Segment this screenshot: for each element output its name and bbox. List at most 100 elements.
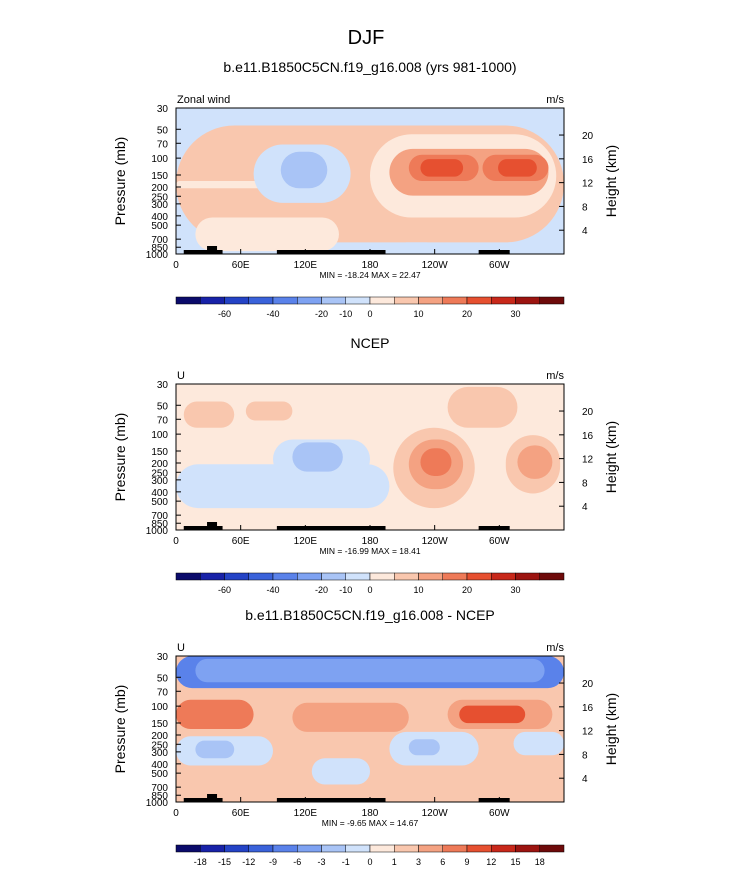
min-max-label: MIN = -16.99 MAX = 18.41 [319,546,420,556]
colorbar-box [175,844,201,853]
topography [478,798,510,802]
colorbar-box [175,296,201,305]
y-tick-label: 70 [157,415,169,426]
colorbar-box [442,844,468,853]
y-tick-label: 50 [157,401,169,412]
y-tick-label: 200 [151,459,168,470]
colorbar-label: 20 [462,585,472,595]
colorbar-label: -10 [339,309,352,319]
y2-axis-label: Height (km) [603,693,619,765]
colorbar-box [200,572,225,581]
colorbar-box [200,844,225,853]
colorbar-label: 15 [510,857,520,867]
y2-tick-label: 16 [582,155,594,166]
topography [276,250,386,254]
y-axis-label: Pressure (mb) [112,685,128,774]
y-tick-label: 250 [151,740,168,751]
colorbar-label: -18 [194,857,207,867]
colorbar-label: -40 [266,309,279,319]
chart-panel-1: b.e11.B1850C5CN.f19_g16.008 (yrs 981-100… [112,59,619,319]
colorbar-box [369,844,395,853]
y-tick-label: 1000 [146,798,169,809]
y2-tick-label: 20 [582,131,594,142]
x-tick-label: 120W [422,260,449,271]
colorbar-label: 30 [510,585,520,595]
colorbar-box [224,844,249,853]
y-tick-label: 30 [157,652,169,663]
y-tick-label: 300 [151,476,168,487]
colorbar-box [297,572,322,581]
colorbar-box [345,572,371,581]
page-title: DJF [348,27,385,49]
colorbar-label: -10 [339,585,352,595]
y-tick-label: 50 [157,673,169,684]
topography [478,250,510,254]
contour-region [195,658,545,683]
x-tick-label: 0 [173,536,179,547]
contour-region [420,448,452,476]
colorbar-box [297,844,322,853]
colorbar-box [418,296,443,305]
topography [183,250,223,254]
colorbar-box [345,844,371,853]
y-tick-label: 250 [151,192,168,203]
y2-tick-label: 16 [582,703,594,714]
contour-region [311,758,370,785]
colorbar-box [369,572,395,581]
colorbar-box [272,572,298,581]
y2-tick-label: 20 [582,679,594,690]
topography [276,798,386,802]
colorbar-box [539,296,565,305]
colorbar-box [224,572,249,581]
colorbar-label: 0 [367,585,372,595]
colorbar-box [418,572,443,581]
colorbar-box [491,572,516,581]
colorbar-box [539,844,565,853]
y-tick-label: 250 [151,468,168,479]
y2-tick-label: 12 [582,727,594,738]
y-tick-label: 150 [151,447,168,458]
contour-field [176,656,564,802]
y-axis-label: Pressure (mb) [112,137,128,226]
contour-region [245,401,293,421]
x-tick-label: 60E [232,808,250,819]
y-tick-label: 50 [157,125,169,136]
colorbar-box [394,844,419,853]
colorbar-box [466,844,492,853]
colorbar-box [515,296,540,305]
colorbar-label: -40 [266,585,279,595]
colorbar-box [466,296,492,305]
units-label: m/s [546,370,564,382]
colorbar-label: -6 [293,857,301,867]
x-tick-label: 180 [362,536,379,547]
colorbar-label: -60 [218,309,231,319]
y-tick-label: 700 [151,511,168,522]
contour-field [176,108,564,254]
colorbar-label: 10 [413,309,423,319]
y-tick-label: 200 [151,731,168,742]
colorbar-box [466,572,492,581]
units-label: m/s [546,94,564,106]
colorbar-box [321,844,346,853]
colorbar-label: 12 [486,857,496,867]
y-tick-label: 700 [151,235,168,246]
y-tick-label: 500 [151,221,168,232]
contour-region [183,401,235,428]
contour-region [195,740,235,759]
colorbar-label: 0 [367,857,372,867]
x-tick-label: 180 [362,808,379,819]
colorbar-box [418,844,443,853]
units-label: m/s [546,642,564,654]
y-tick-label: 30 [157,104,169,115]
contour-region [292,702,409,732]
colorbar-box [248,844,274,853]
colorbar-label: 30 [510,309,520,319]
x-tick-label: 60E [232,260,250,271]
y-tick-label: 500 [151,769,168,780]
y2-tick-label: 12 [582,179,594,190]
colorbar-box [515,572,540,581]
colorbar-box [491,296,516,305]
x-tick-label: 0 [173,260,179,271]
y-tick-label: 30 [157,380,169,391]
y2-tick-label: 8 [582,478,588,489]
